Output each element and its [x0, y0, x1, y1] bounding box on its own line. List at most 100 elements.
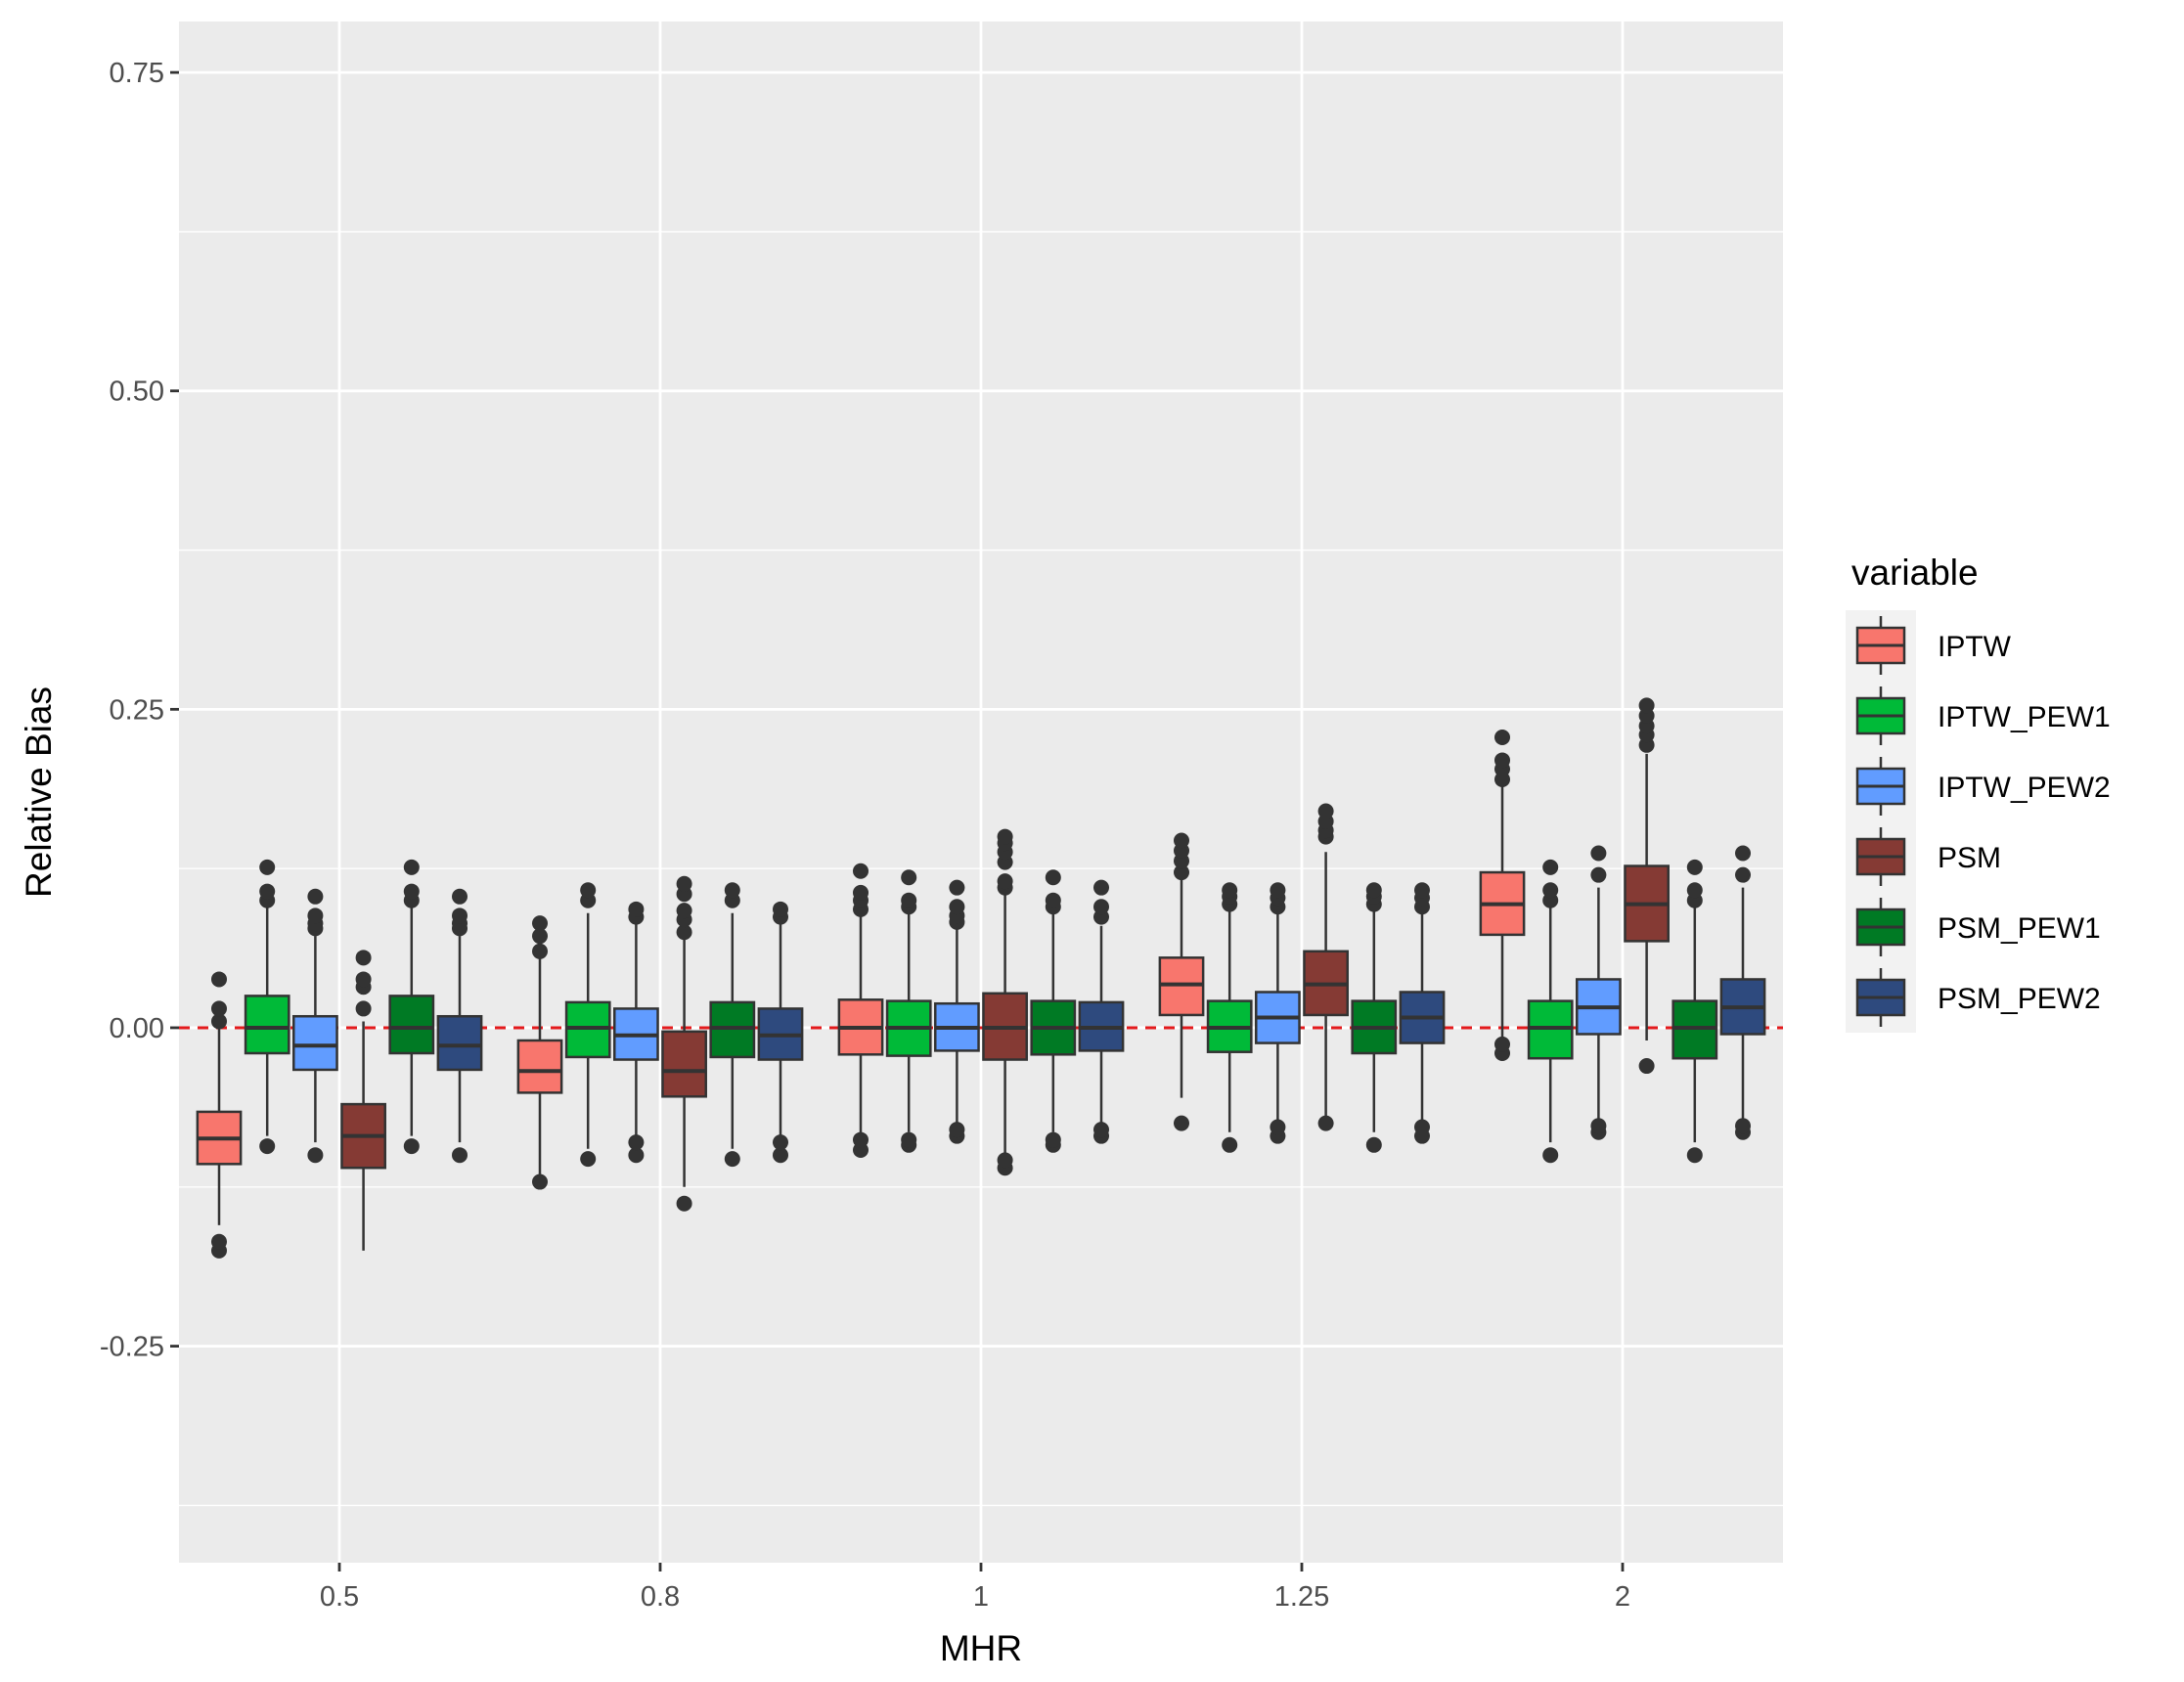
box-PSM_PEW1-0.8 — [709, 882, 756, 1168]
outlier-point — [724, 1151, 740, 1168]
outlier-point — [1045, 1131, 1061, 1148]
outlier-point — [1174, 1115, 1189, 1131]
box-iqr — [292, 1014, 338, 1072]
outlier-point — [1638, 1058, 1655, 1075]
outlier-point — [355, 950, 372, 966]
y-tick-label: 0.25 — [110, 694, 164, 726]
outlier-point — [1317, 1115, 1334, 1131]
outlier-point — [1735, 845, 1751, 862]
outlier-point — [1270, 882, 1286, 899]
outlier-point — [1590, 866, 1607, 883]
outlier-point — [1735, 1118, 1751, 1134]
outlier-point — [901, 892, 917, 908]
outlier-point — [773, 901, 788, 917]
outlier-point — [1045, 892, 1061, 908]
outlier-point — [1590, 1118, 1607, 1134]
outlier-point — [1494, 752, 1510, 769]
box-IPTW_PEW1-2 — [1527, 859, 1574, 1164]
outlier-point — [211, 971, 227, 988]
outlier-point — [307, 888, 324, 905]
box-PSM_PEW1-1.25 — [1351, 882, 1398, 1153]
box-IPTW-1 — [837, 863, 884, 1158]
outlier-point — [532, 928, 548, 945]
x-axis-title: MHR — [940, 1628, 1022, 1668]
outlier-point — [997, 873, 1013, 890]
outlier-point — [901, 1131, 917, 1148]
box-IPTW_PEW2-1.25 — [1255, 882, 1301, 1144]
outlier-point — [307, 1147, 324, 1164]
outlier-point — [211, 1233, 227, 1250]
box-iqr — [516, 1039, 563, 1094]
box-PSM_PEW2-0.8 — [757, 901, 804, 1164]
outlier-point — [211, 1000, 227, 1017]
outlier-point — [997, 1152, 1013, 1169]
outlier-point — [307, 907, 324, 924]
box-PSM_PEW1-1 — [1030, 869, 1077, 1153]
outlier-point — [259, 883, 276, 900]
outlier-point — [355, 971, 372, 988]
box-iqr — [388, 995, 435, 1055]
outlier-point — [1686, 882, 1703, 899]
outlier-point — [580, 882, 597, 899]
y-tick-label: 0.00 — [110, 1013, 164, 1044]
outlier-point — [676, 1195, 692, 1212]
y-axis: -0.25 0.00 0.25 0.50 0.75 — [100, 58, 179, 1363]
outlier-point — [724, 882, 740, 899]
outlier-point — [676, 903, 692, 919]
x-tick-label: 2 — [1615, 1581, 1630, 1613]
outlier-point — [1686, 1147, 1703, 1164]
outlier-point — [773, 1134, 788, 1151]
box-PSM-1 — [982, 828, 1028, 1176]
legend-label: PSM_PEW1 — [1938, 912, 2101, 945]
outlier-point — [452, 907, 468, 924]
outlier-point — [1093, 899, 1109, 915]
legend-label: IPTW_PEW1 — [1938, 701, 2111, 733]
outlier-point — [676, 875, 692, 892]
major-gridlines — [179, 22, 1783, 1563]
outlier-point — [1542, 859, 1559, 875]
x-tick-label: 0.8 — [641, 1581, 680, 1613]
outlier-point — [1638, 697, 1655, 714]
outlier-point — [1494, 1036, 1510, 1052]
box-IPTW_PEW1-0.8 — [564, 882, 611, 1168]
outlier-point — [403, 883, 420, 900]
outlier-point — [452, 1147, 468, 1164]
outlier-point — [901, 869, 917, 886]
outlier-point — [1542, 1147, 1559, 1164]
outlier-point — [532, 943, 548, 959]
x-tick-label: 1.25 — [1274, 1581, 1329, 1613]
outlier-point — [259, 859, 276, 875]
outlier-point — [853, 863, 869, 879]
outlier-point — [1222, 1136, 1238, 1153]
outlier-point — [628, 1134, 645, 1151]
outlier-point — [1414, 882, 1430, 899]
legend-label: PSM_PEW2 — [1938, 983, 2101, 1015]
outlier-point — [1317, 803, 1334, 819]
outlier-point — [949, 1122, 965, 1138]
outlier-point — [580, 1151, 597, 1168]
box-IPTW-2 — [1479, 729, 1526, 1062]
outlier-point — [676, 924, 692, 941]
box-iqr — [661, 1030, 707, 1098]
outlier-point — [403, 1138, 420, 1155]
x-axis: 0.5 0.8 1 1.25 2 — [320, 1563, 1630, 1613]
x-tick-label: 1 — [973, 1581, 989, 1613]
box-IPTW_PEW2-0.5 — [292, 888, 338, 1164]
outlier-point — [532, 1173, 548, 1190]
legend-title: variable — [1851, 553, 1979, 593]
outlier-point — [853, 1131, 869, 1148]
box-IPTW-1.25 — [1158, 832, 1205, 1131]
outlier-point — [211, 1013, 227, 1030]
box-PSM_PEW2-0.5 — [436, 888, 483, 1164]
box-PSM-0.5 — [340, 950, 386, 1251]
legend-item-IPTW_PEW1: IPTW_PEW1 — [1846, 681, 2111, 751]
legend-label: PSM — [1938, 842, 2001, 874]
outlier-point — [1222, 882, 1238, 899]
outlier-point — [259, 1138, 276, 1155]
outlier-point — [628, 901, 645, 917]
outlier-point — [628, 1147, 645, 1164]
box-IPTW_PEW2-0.8 — [613, 901, 659, 1164]
box-IPTW-0.8 — [516, 915, 563, 1190]
box-PSM-1.25 — [1303, 803, 1349, 1131]
